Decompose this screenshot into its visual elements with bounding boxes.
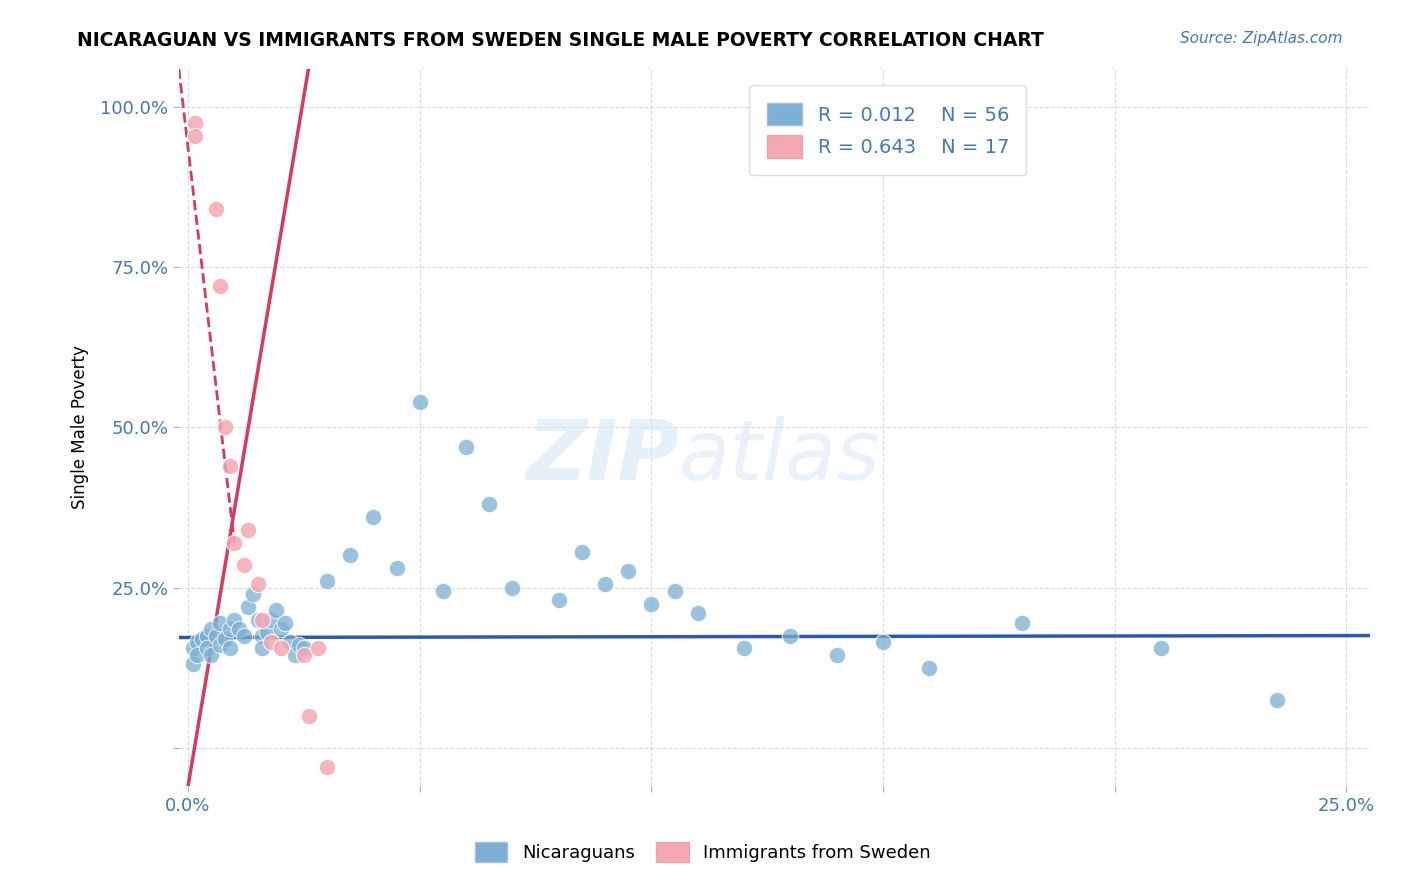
Point bbox=[1265, 692, 1288, 706]
Point bbox=[1011, 615, 1033, 630]
Point bbox=[224, 535, 246, 549]
Point bbox=[218, 641, 240, 656]
Point bbox=[288, 638, 311, 652]
Point bbox=[246, 613, 269, 627]
Point bbox=[270, 641, 292, 656]
Point bbox=[218, 622, 240, 636]
Point bbox=[250, 629, 273, 643]
Y-axis label: Single Male Poverty: Single Male Poverty bbox=[72, 345, 89, 509]
Point bbox=[501, 581, 523, 595]
Text: atlas: atlas bbox=[679, 416, 880, 497]
Point bbox=[184, 128, 207, 143]
Point bbox=[186, 648, 208, 662]
Point bbox=[872, 635, 894, 649]
Point bbox=[1150, 641, 1173, 656]
Point bbox=[200, 648, 222, 662]
Point bbox=[232, 558, 254, 573]
Point bbox=[547, 593, 569, 607]
Point bbox=[186, 635, 208, 649]
Point bbox=[284, 648, 307, 662]
Point bbox=[454, 440, 477, 454]
Point bbox=[640, 597, 662, 611]
Point bbox=[664, 583, 686, 598]
Point bbox=[181, 657, 204, 672]
Point bbox=[250, 641, 273, 656]
Point bbox=[205, 629, 228, 643]
Point bbox=[238, 599, 260, 614]
Point bbox=[209, 615, 232, 630]
Point bbox=[363, 510, 385, 524]
Point bbox=[250, 613, 273, 627]
Point bbox=[825, 648, 848, 662]
Point bbox=[191, 632, 214, 646]
Point bbox=[218, 458, 240, 473]
Point bbox=[593, 577, 616, 591]
Point bbox=[385, 561, 408, 575]
Point bbox=[228, 622, 250, 636]
Point bbox=[316, 760, 339, 774]
Point bbox=[209, 638, 232, 652]
Point bbox=[260, 635, 283, 649]
Point bbox=[205, 202, 228, 217]
Point bbox=[686, 606, 709, 620]
Text: NICARAGUAN VS IMMIGRANTS FROM SWEDEN SINGLE MALE POVERTY CORRELATION CHART: NICARAGUAN VS IMMIGRANTS FROM SWEDEN SIN… bbox=[77, 31, 1045, 50]
Point bbox=[238, 523, 260, 537]
Point bbox=[617, 565, 640, 579]
Point bbox=[316, 574, 339, 588]
Point bbox=[339, 549, 361, 563]
Point bbox=[779, 629, 801, 643]
Legend: Nicaraguans, Immigrants from Sweden: Nicaraguans, Immigrants from Sweden bbox=[468, 834, 938, 870]
Point bbox=[232, 629, 254, 643]
Point bbox=[409, 394, 432, 409]
Point bbox=[214, 420, 236, 434]
Point bbox=[242, 587, 264, 601]
Point bbox=[195, 629, 218, 643]
Point bbox=[733, 641, 755, 656]
Point bbox=[195, 641, 218, 656]
Point bbox=[478, 497, 501, 511]
Point bbox=[224, 613, 246, 627]
Point bbox=[181, 641, 204, 656]
Point bbox=[307, 641, 329, 656]
Point bbox=[214, 632, 236, 646]
Point bbox=[278, 635, 301, 649]
Point bbox=[264, 603, 287, 617]
Text: ZIP: ZIP bbox=[526, 416, 679, 497]
Point bbox=[256, 625, 278, 640]
Point bbox=[292, 641, 315, 656]
Point bbox=[432, 583, 454, 598]
Text: Source: ZipAtlas.com: Source: ZipAtlas.com bbox=[1180, 31, 1343, 46]
Point bbox=[297, 708, 319, 723]
Point bbox=[274, 615, 297, 630]
Point bbox=[260, 613, 283, 627]
Point bbox=[918, 660, 941, 674]
Point bbox=[184, 116, 207, 130]
Point bbox=[270, 622, 292, 636]
Point bbox=[246, 577, 269, 591]
Point bbox=[209, 279, 232, 293]
Point bbox=[292, 648, 315, 662]
Legend: R = 0.012    N = 56, R = 0.643    N = 17: R = 0.012 N = 56, R = 0.643 N = 17 bbox=[749, 86, 1026, 175]
Point bbox=[200, 622, 222, 636]
Point bbox=[571, 545, 593, 559]
